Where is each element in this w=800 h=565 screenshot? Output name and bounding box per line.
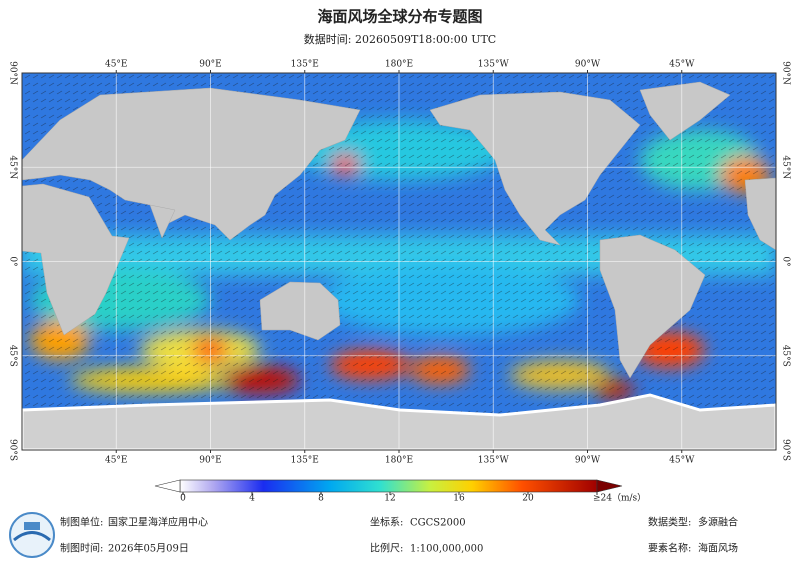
- lat-label: 90°N: [781, 61, 791, 85]
- lon-label: 45°W: [669, 60, 695, 70]
- lat-label: 45°S: [8, 345, 18, 367]
- lat-label: 45°N: [8, 155, 18, 179]
- lon-label: 45°W: [669, 456, 695, 466]
- footer-value: 国家卫星海洋应用中心: [108, 516, 208, 529]
- lat-label: 45°S: [781, 345, 791, 367]
- map-axes: 45°E 45°E 90°E 90°E 135°E 135°E 180°E 180°E 135°…: [8, 60, 791, 466]
- logo: [9, 512, 55, 558]
- footer-value: 1:100,000,000: [410, 544, 483, 555]
- colorbar-min-arrow: [154, 479, 181, 493]
- footer-value: 海面风场: [698, 542, 738, 555]
- footer-label: 数据类型:: [648, 516, 691, 529]
- footer-value: 2026年05月09日: [108, 542, 189, 555]
- footer-value: CGCS2000: [410, 518, 466, 529]
- colorbar: 0 4 8 12 16 20 ≥24（m/s）: [154, 479, 646, 504]
- colorbar-label: 0: [180, 494, 186, 504]
- graticule: [22, 73, 776, 450]
- footer-label: 要素名称:: [648, 542, 691, 555]
- colorbar-label: 12: [384, 494, 395, 504]
- lon-label: 90°W: [575, 60, 601, 70]
- footer-label: 坐标系:: [370, 517, 403, 529]
- colorbar-label: ≥24（m/s）: [593, 493, 646, 504]
- lat-label: 0°: [8, 256, 18, 266]
- lon-label: 90°W: [575, 456, 601, 466]
- lon-label: 180°E: [385, 456, 413, 466]
- lon-label: 135°W: [478, 60, 510, 70]
- lon-label: 45°E: [105, 456, 128, 466]
- lat-label: 90°S: [781, 439, 791, 461]
- lon-label: 135°E: [291, 456, 319, 466]
- lat-label: 90°S: [8, 439, 18, 461]
- footer-value: 多源融合: [698, 516, 738, 529]
- lon-label: 45°E: [105, 60, 128, 70]
- colorbar-ramp: [179, 479, 598, 493]
- lon-label: 90°E: [199, 60, 222, 70]
- lat-label: 45°N: [781, 155, 791, 179]
- subtitle: 数据时间: 20260509T18:00:00 UTC: [304, 32, 496, 46]
- colorbar-label: 16: [453, 494, 465, 504]
- lon-label: 135°W: [478, 456, 510, 466]
- colorbar-label: 4: [249, 494, 255, 504]
- colorbar-max-arrow: [596, 479, 623, 493]
- colorbar-label: 20: [522, 494, 534, 504]
- colorbar-label: 8: [318, 494, 324, 504]
- footer-label: 比例尺:: [370, 542, 403, 555]
- lon-label: 180°E: [385, 60, 413, 70]
- lon-label: 135°E: [291, 60, 319, 70]
- lat-label: 0°: [781, 256, 791, 266]
- footer-label: 制图单位:: [60, 516, 103, 529]
- lat-label: 90°N: [8, 61, 18, 85]
- map: [22, 73, 776, 450]
- title: 海面风场全球分布专题图: [317, 8, 482, 26]
- lon-label: 90°E: [199, 456, 222, 466]
- footer-label: 制图时间:: [60, 542, 103, 555]
